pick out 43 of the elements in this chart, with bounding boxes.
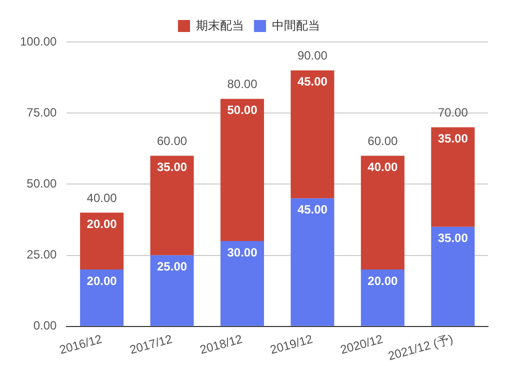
- bar: [431, 226, 475, 326]
- legend-label: 中間配当: [272, 18, 320, 32]
- data-label: 20.00: [368, 274, 398, 288]
- data-label: 20.00: [86, 274, 118, 288]
- y-tick-label: 0.00: [33, 318, 58, 333]
- data-label: 35.00: [438, 132, 468, 146]
- data-label: 35.00: [438, 231, 468, 246]
- x-tick-label: 2019/12: [268, 332, 314, 357]
- data-label: 20.00: [86, 216, 118, 231]
- total-label: 90.00: [297, 48, 328, 63]
- bar: [220, 98, 264, 242]
- bar: [80, 269, 124, 326]
- x-tick-label: 2016/12: [58, 332, 104, 357]
- data-label: 45.00: [297, 202, 328, 217]
- x-tick-label: 2018/12: [198, 332, 244, 357]
- bar: [290, 198, 334, 326]
- y-tick-label: 50.00: [26, 176, 58, 190]
- x-tick-label: 2020/12: [338, 332, 385, 357]
- data-label: 35.00: [157, 160, 188, 174]
- bar: [150, 255, 194, 326]
- data-label: 25.00: [157, 260, 188, 274]
- x-tick-label: 2021/12 (予): [386, 332, 455, 364]
- bar: [360, 156, 404, 270]
- bar: [80, 212, 124, 270]
- total-label: 70.00: [438, 106, 468, 120]
- data-label: 30.00: [227, 245, 258, 260]
- y-tick-label: 100.00: [20, 34, 58, 48]
- bar: [220, 241, 264, 326]
- legend-label: 期末配当: [196, 18, 244, 32]
- data-label: 40.00: [368, 160, 398, 174]
- total-label: 60.00: [368, 134, 398, 148]
- bar: [290, 70, 334, 198]
- total-label: 80.00: [227, 77, 258, 92]
- y-tick-label: 25.00: [26, 248, 58, 262]
- total-label: 40.00: [86, 190, 118, 205]
- total-label: 60.00: [157, 134, 188, 148]
- y-tick-label: 75.00: [26, 105, 58, 120]
- data-label: 45.00: [297, 74, 328, 89]
- bar: [431, 127, 475, 227]
- data-label: 50.00: [227, 103, 258, 118]
- x-tick-label: 2017/12: [128, 332, 174, 357]
- bar: [360, 269, 404, 326]
- bar: [150, 156, 194, 256]
